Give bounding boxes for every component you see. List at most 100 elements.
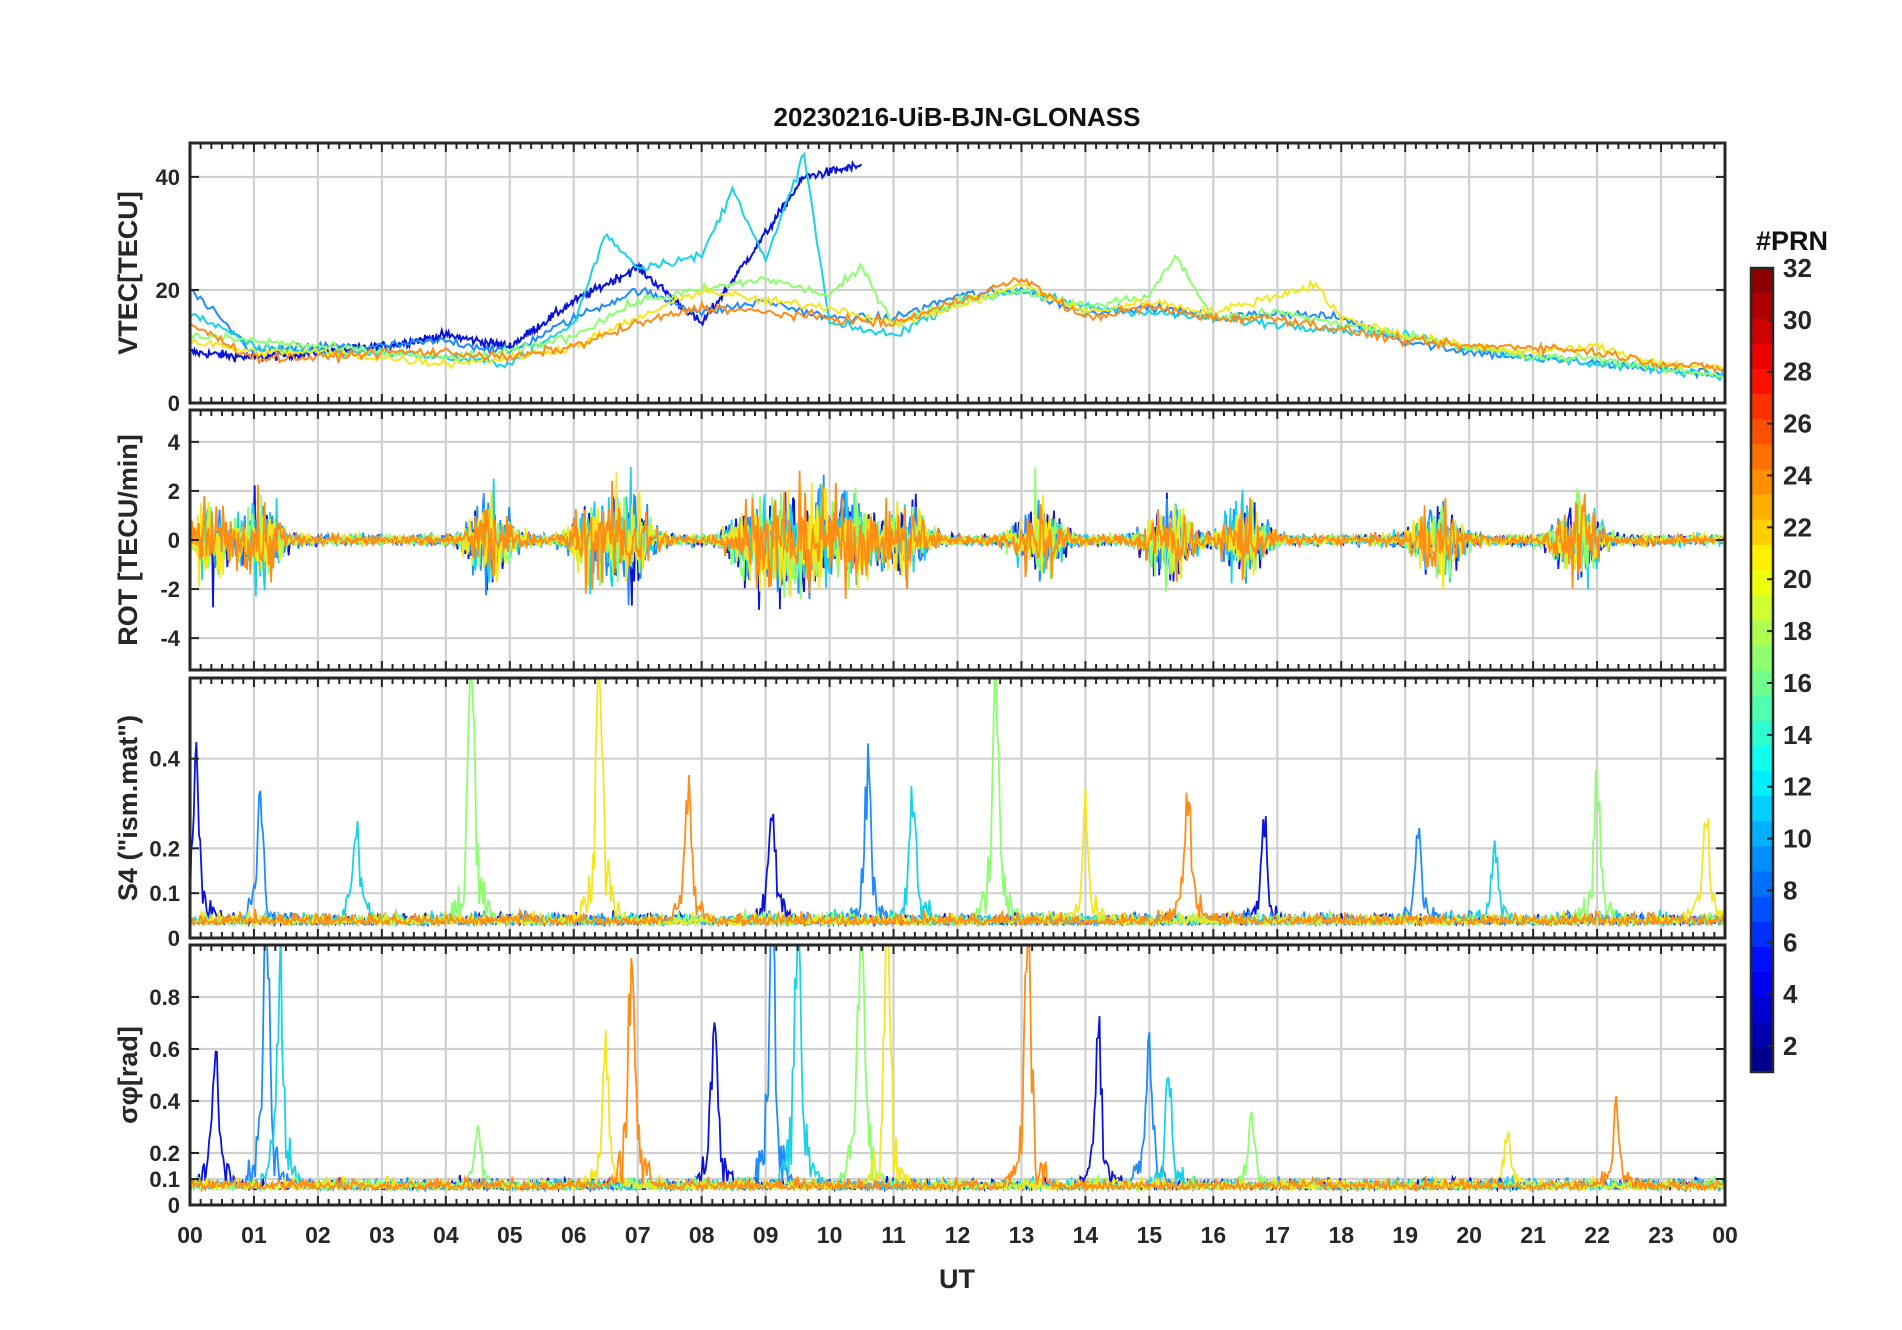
colorbar-segment — [1751, 418, 1773, 445]
data-lines — [190, 466, 1725, 610]
series-line-prn-16 — [190, 254, 1725, 378]
colorbar-segment — [1751, 644, 1773, 671]
colorbar-segment — [1751, 519, 1773, 545]
y-tick-label: 0 — [168, 1193, 180, 1218]
data-lines — [190, 678, 1725, 929]
series-line-prn-3 — [190, 159, 862, 363]
colorbar-segment — [1751, 921, 1773, 947]
x-tick-label: 02 — [305, 1222, 331, 1248]
colorbar-tick-label: 2 — [1783, 1031, 1797, 1061]
x-tick-label: 07 — [625, 1222, 651, 1248]
y-tick-label: 0.8 — [149, 985, 180, 1010]
colorbar-segment — [1751, 443, 1773, 470]
x-tick-label: 00 — [1712, 1222, 1738, 1248]
y-axis-label: S4 ("ism.mat") — [113, 715, 143, 901]
x-tick-label: 13 — [1009, 1222, 1035, 1248]
colorbar-segment — [1751, 745, 1773, 771]
y-tick-label: 4 — [168, 430, 181, 455]
y-tick-label: 0.6 — [149, 1037, 180, 1062]
y-tick-label: 0.4 — [149, 747, 180, 772]
series-line-prn-23 — [190, 276, 1725, 374]
x-tick-label: 06 — [561, 1222, 587, 1248]
colorbar-segment — [1751, 1021, 1773, 1048]
colorbar-tick-label: 16 — [1783, 668, 1812, 698]
x-tick-label: 10 — [817, 1222, 843, 1248]
colorbar-frame — [1749, 266, 1775, 1074]
x-tick-label: 05 — [497, 1222, 523, 1248]
colorbar-tick-label: 28 — [1783, 357, 1812, 387]
x-tick-label: 14 — [1073, 1222, 1099, 1248]
y-tick-label: 0.2 — [149, 836, 180, 861]
colorbar-segment — [1751, 494, 1773, 520]
colorbar-segment — [1751, 318, 1773, 344]
x-tick-label: 20 — [1456, 1222, 1482, 1248]
colorbar-segment — [1751, 544, 1773, 570]
colorbar-tick-label: 20 — [1783, 564, 1812, 594]
panel-sigma-phi: 00.10.2 0.4 0.6 0.8σφ[rad] — [113, 943, 1727, 1218]
x-tick-label: 01 — [241, 1222, 267, 1248]
colorbar-segment — [1751, 845, 1773, 872]
y-tick-label: 2 — [168, 479, 180, 504]
colorbar-segment — [1751, 293, 1773, 319]
colorbar-segment — [1751, 343, 1773, 369]
colorbar-segment — [1751, 946, 1773, 972]
data-lines — [190, 945, 1725, 1193]
x-tick-label: 21 — [1520, 1222, 1546, 1248]
colorbar-tick-label: 18 — [1783, 616, 1812, 646]
colorbar-segment — [1751, 896, 1773, 922]
x-tick-label: 08 — [689, 1222, 715, 1248]
y-axis-label: ROT [TECU/min] — [113, 434, 143, 645]
x-tick-label: 18 — [1328, 1222, 1354, 1248]
y-tick-label: 0.1 — [149, 881, 180, 906]
x-tick-label: 19 — [1392, 1222, 1418, 1248]
colorbar-segment — [1751, 720, 1773, 746]
colorbar-segment — [1751, 594, 1773, 621]
colorbar-tick-label: 4 — [1783, 979, 1798, 1009]
x-tick-label: 12 — [945, 1222, 971, 1248]
data-lines — [190, 151, 1725, 382]
colorbar-tick-label: 30 — [1783, 305, 1812, 335]
colorbar-tick-label: 24 — [1783, 460, 1812, 490]
panel-s4: 0 0.1 0.2 0.4S4 ("ism.mat") — [113, 676, 1727, 951]
x-tick-label: 04 — [433, 1222, 459, 1248]
colorbar-segment — [1751, 569, 1773, 596]
colorbar-segment — [1751, 1046, 1773, 1073]
colorbar-segment — [1751, 368, 1773, 395]
y-tick-label: 0.4 — [149, 1089, 180, 1114]
x-tick-label: 00 — [177, 1222, 203, 1248]
colorbar-segment — [1751, 469, 1773, 495]
colorbar-segment — [1751, 820, 1773, 847]
y-tick-label: 40 — [156, 165, 180, 190]
colorbar-tick-label: 6 — [1783, 927, 1797, 957]
x-axis: 00 01 02 03 04 05 06 07 08 09 10 11 12 13 14 15 16 17 18 19… — [177, 1222, 1738, 1248]
figure-title: 20230216-UiB-BJN-GLONASS — [773, 102, 1140, 132]
x-tick-label: 15 — [1137, 1222, 1163, 1248]
colorbar-tick-label: 8 — [1783, 875, 1797, 905]
series-line-prn-23 — [190, 470, 1725, 599]
colorbar-segment — [1751, 695, 1773, 721]
y-tick-label: 20 — [156, 278, 180, 303]
y-tick-label: -2 — [160, 577, 180, 602]
colorbar-segment — [1751, 795, 1773, 822]
colorbar-tick-label: 10 — [1783, 824, 1812, 854]
colorbar-tick-label: 22 — [1783, 512, 1812, 542]
colorbar-segment — [1751, 268, 1773, 294]
colorbar-tick-label: 32 — [1783, 253, 1812, 283]
colorbar-tick-label: 12 — [1783, 772, 1812, 802]
y-tick-label: -4 — [160, 626, 180, 651]
y-axis-label: σφ[rad] — [113, 1026, 143, 1124]
colorbar-segment — [1751, 393, 1773, 420]
colorbar-tick-label: 14 — [1783, 720, 1812, 750]
series-line-5 — [190, 774, 1725, 928]
series-line-5 — [190, 945, 1725, 1193]
x-tick-label: 22 — [1584, 1222, 1610, 1248]
colorbar-segment — [1751, 770, 1773, 797]
colorbar-segment — [1751, 670, 1773, 696]
colorbar-tick-label: 26 — [1783, 409, 1812, 439]
y-tick-label: 0 — [168, 391, 180, 416]
y-tick-label: 0.1 — [149, 1167, 180, 1192]
x-axis-label: UT — [939, 1264, 975, 1294]
